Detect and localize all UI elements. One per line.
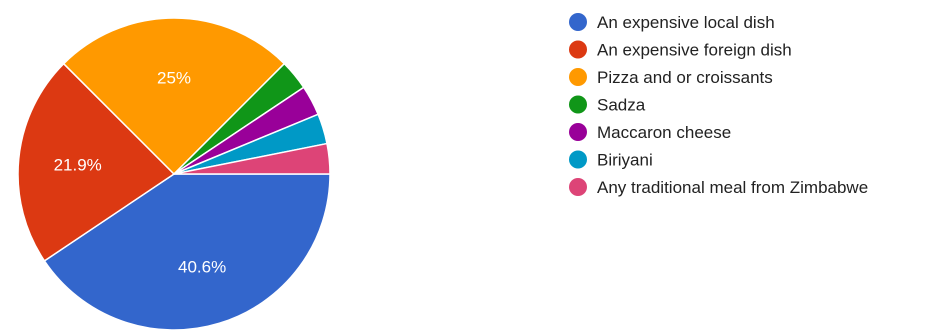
pie-data-labels: 40.6% 21.9% 25%	[54, 68, 227, 276]
legend-item-3: Sadza	[569, 95, 646, 115]
legend-swatch-0	[569, 13, 587, 31]
legend-item-2: Pizza and or croissants	[569, 68, 773, 87]
pie-slice-2	[62, 17, 286, 175]
legend-swatch-3	[569, 95, 587, 114]
pie-data-label-1: 21.9%	[54, 156, 102, 175]
pie-data-label-2: 25%	[157, 68, 191, 87]
legend-label-4: Maccaron cheese	[597, 123, 731, 142]
legend-swatch-1	[569, 40, 587, 59]
legend-label-1: An expensive foreign dish	[597, 41, 792, 60]
legend-label-3: Sadza	[597, 96, 646, 115]
legend-swatch-4	[569, 123, 587, 141]
legend-swatch-5	[569, 150, 587, 169]
legend-label-2: Pizza and or croissants	[597, 68, 773, 87]
pie-slice-6	[173, 142, 331, 175]
legend-item-6: Any traditional meal from Zimbabwe	[569, 178, 868, 197]
pie-slice-0	[43, 173, 331, 331]
legend-item-5: Biriyani	[569, 150, 653, 170]
legend-swatch-2	[569, 68, 587, 86]
legend-item-1: An expensive foreign dish	[569, 40, 792, 60]
legend-label-5: Biriyani	[597, 151, 653, 170]
legend-label-0: An expensive local dish	[597, 13, 775, 32]
legend-item-0: An expensive local dish	[569, 13, 775, 32]
legend-item-4: Maccaron cheese	[569, 123, 731, 142]
legend-swatch-6	[569, 178, 587, 196]
pie-slices	[17, 17, 331, 331]
pie-data-label-0: 40.6%	[178, 258, 226, 277]
chart-legend: An expensive local dish An expensive fore…	[569, 13, 868, 197]
pie-slice-1	[17, 62, 175, 262]
legend-label-6: Any traditional meal from Zimbabwe	[597, 178, 868, 197]
